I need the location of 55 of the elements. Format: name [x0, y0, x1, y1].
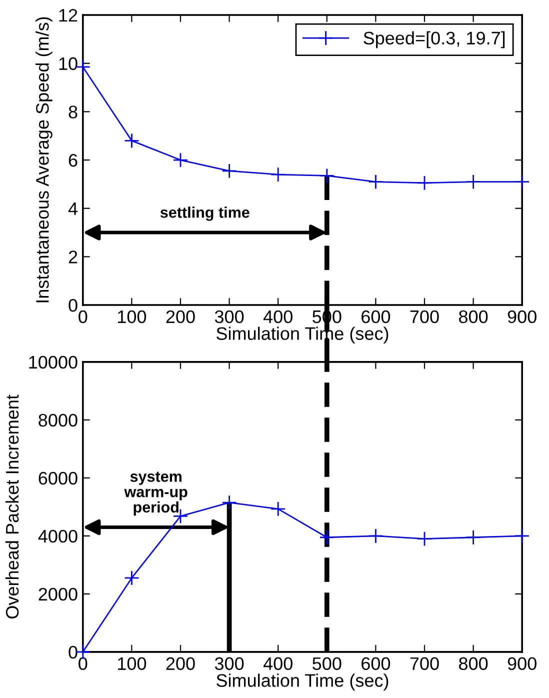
y-tick-label: 0	[68, 646, 78, 659]
y-tick-label: 8000	[38, 414, 78, 427]
point	[172, 152, 188, 168]
x-tick-label: 900	[508, 657, 536, 670]
point	[368, 528, 384, 544]
y-tick-label: 2	[68, 250, 78, 264]
x-tick-label: 0	[78, 310, 88, 324]
point	[319, 168, 335, 184]
y-tick-label: 2000	[38, 588, 78, 601]
x-tick-label: 500	[312, 657, 342, 670]
y-tick-label: 12	[59, 8, 78, 22]
x-tick-label: 200	[166, 310, 195, 324]
x-tick-label: 300	[214, 310, 244, 324]
point	[270, 166, 286, 182]
x-tick-label: 100	[118, 657, 146, 670]
point	[514, 174, 530, 190]
point	[319, 530, 335, 546]
x-tick-label: 900	[508, 310, 536, 324]
ref-line-label: system warm-up period	[124, 472, 188, 516]
point	[416, 531, 432, 546]
x-tick-label: 600	[362, 310, 390, 324]
y-tick-label: 8	[68, 106, 78, 118]
y-tick-label: 4000	[38, 530, 78, 543]
point	[124, 133, 140, 148]
y-tick-label: 4	[68, 202, 78, 215]
x-tick-label: 400	[263, 310, 292, 324]
y-tick-label: 10000	[29, 356, 78, 369]
y-axis-title: Overhead Packet Increment	[5, 394, 19, 618]
x-axis-title: Simulation Time (sec)	[216, 326, 388, 344]
x-tick-label: 200	[166, 657, 195, 670]
ref-line-label: settling time	[160, 206, 250, 221]
x-tick-label: 700	[410, 657, 439, 670]
point	[416, 175, 432, 191]
point	[270, 501, 286, 517]
point	[466, 530, 481, 546]
legend-label: Speed=[0.3, 19.7]	[364, 31, 505, 48]
point	[222, 163, 237, 179]
x-tick-label: 300	[214, 657, 244, 670]
x-tick-label: 100	[118, 310, 146, 324]
y-tick-label: 0	[68, 298, 78, 312]
x-tick-label: 700	[410, 310, 439, 324]
point	[124, 570, 140, 586]
y-tick-label: 6	[68, 154, 78, 167]
y-tick-label: 10	[59, 57, 78, 70]
y-axis-title: Instantaneous Average Speed (m/s)	[36, 17, 52, 302]
x-tick-label: 800	[459, 310, 488, 324]
point	[368, 174, 384, 190]
x-axis-title: Simulation Time (sec)	[216, 674, 388, 690]
point	[514, 528, 530, 544]
x-tick-label: 400	[263, 657, 292, 670]
x-tick-label: 800	[459, 657, 488, 670]
point	[222, 494, 237, 510]
x-tick-label: 0	[78, 657, 88, 670]
x-tick-label: 600	[362, 657, 390, 670]
y-tick-label: 6000	[38, 472, 78, 485]
